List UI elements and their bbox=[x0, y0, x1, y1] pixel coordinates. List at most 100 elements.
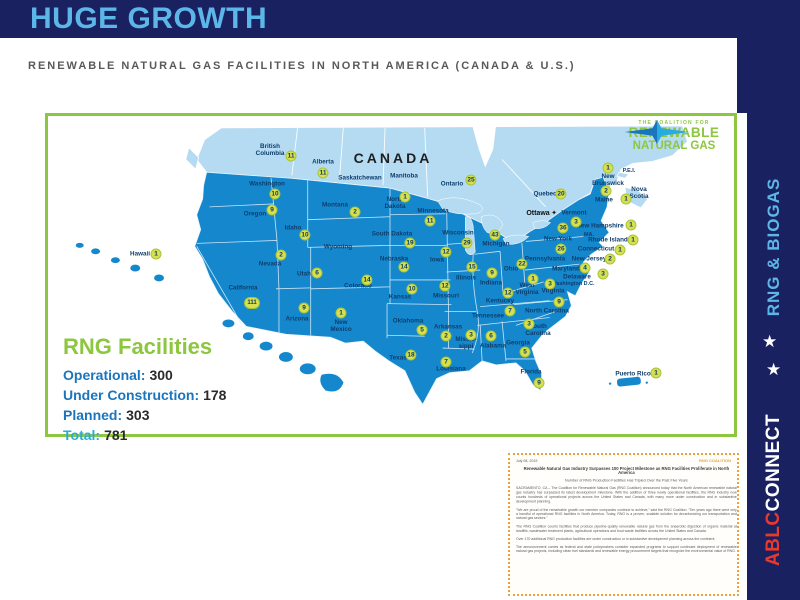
facility-count-badge: 1 bbox=[527, 273, 539, 285]
state-label: North Dakota bbox=[384, 195, 406, 210]
state-label: West Virginia bbox=[515, 281, 539, 296]
state-label: Nebraska bbox=[379, 255, 409, 263]
press-release-paragraph: SACRAMENTO, CA – The Coalition for Renew… bbox=[516, 486, 737, 504]
james-bay-shape bbox=[472, 125, 497, 168]
facility-count-badge: 26 bbox=[555, 243, 567, 255]
state-label: MA. bbox=[584, 231, 594, 238]
facility-count-badge: 4 bbox=[579, 262, 591, 274]
state-label: Florida bbox=[520, 368, 542, 376]
facility-count-badge: 12 bbox=[502, 287, 514, 299]
facility-count-badge: 29 bbox=[461, 237, 473, 249]
rng-facilities-legend: RNG Facilities Operational: 300 Under Con… bbox=[63, 334, 226, 445]
state-label: New Mexico bbox=[330, 318, 352, 333]
state-label: Nevada bbox=[258, 260, 282, 268]
facility-count-badge: 15 bbox=[466, 261, 478, 273]
press-release-body: July 08, 2019 Renewable Natural Gas Indu… bbox=[510, 455, 737, 563]
hawaii-islands bbox=[75, 242, 344, 392]
state-label: South Dakota bbox=[371, 230, 413, 238]
state-label: Puerto Rico bbox=[615, 370, 651, 378]
state-label: Colorado bbox=[344, 282, 372, 290]
state-label: Maryland bbox=[552, 265, 580, 273]
facility-count-badge: 12 bbox=[439, 280, 451, 292]
state-label: Missouri bbox=[433, 292, 459, 300]
logo-line-1: THE COALITION FOR bbox=[638, 120, 710, 126]
state-label: Iowa bbox=[430, 256, 444, 264]
state-label: British Columbia bbox=[255, 142, 285, 157]
press-release-date: July 08, 2019 bbox=[516, 459, 538, 464]
north-america-map bbox=[75, 125, 688, 406]
facility-count-badge: 6 bbox=[311, 267, 323, 279]
facility-count-badge: 7 bbox=[504, 305, 516, 317]
facility-count-badge: 10 bbox=[269, 188, 281, 200]
puerto-rico-island bbox=[608, 376, 648, 387]
canada-label: CANADA bbox=[353, 150, 433, 167]
state-label: New Hampshire bbox=[576, 222, 624, 230]
press-release-paragraphs: SACRAMENTO, CA – The Coalition for Renew… bbox=[516, 487, 737, 555]
press-release-paragraph: Over 170 additional RNG production facil… bbox=[516, 537, 716, 542]
facility-count-badge: 1 bbox=[650, 367, 662, 379]
facility-count-badge: 10 bbox=[299, 229, 311, 241]
facility-count-badge: 1 bbox=[620, 193, 632, 205]
facility-count-badge: 25 bbox=[465, 174, 477, 186]
facility-count-badge: 2 bbox=[604, 253, 616, 265]
facility-count-badge: 3 bbox=[544, 278, 556, 290]
state-label: California bbox=[228, 284, 258, 292]
facility-count-badge: 1 bbox=[335, 307, 347, 319]
state-label: Arkansas bbox=[433, 323, 463, 331]
star-icon: ★ bbox=[766, 360, 782, 379]
state-label: Nova Scotia bbox=[629, 185, 649, 200]
us-shape bbox=[194, 171, 610, 406]
facility-count-badge: 9 bbox=[533, 377, 545, 389]
legend-row-planned: Planned: 303 bbox=[63, 407, 150, 423]
state-label: North Carolina bbox=[525, 307, 569, 315]
facility-count-badge: 18 bbox=[405, 349, 417, 361]
facility-count-badge: 14 bbox=[398, 261, 410, 273]
state-label: Illinois bbox=[456, 274, 476, 282]
facility-count-badge: 3 bbox=[570, 216, 582, 228]
facility-count-badge: 3 bbox=[465, 329, 477, 341]
brand-ablc: ABLC bbox=[763, 511, 784, 567]
state-label: Vermont bbox=[561, 209, 587, 217]
state-label: Washington D.C. bbox=[551, 280, 595, 287]
state-label: New Jersey bbox=[571, 255, 607, 263]
facility-count-badge: 2 bbox=[600, 185, 612, 197]
state-label: Saskatchewan bbox=[338, 174, 382, 182]
header-bar: HUGE GROWTH bbox=[0, 0, 800, 38]
state-label: Manitoba bbox=[390, 172, 418, 180]
facility-count-badge: 5 bbox=[416, 324, 428, 336]
facility-count-badge: 19 bbox=[404, 237, 416, 249]
press-release-paragraph: The announcement comes as federal and st… bbox=[516, 545, 737, 554]
facility-count-badge: 9 bbox=[266, 204, 278, 216]
state-label: South Carolina bbox=[525, 322, 551, 337]
legend-row-total: Total: 781 bbox=[63, 427, 128, 443]
facility-count-badge: 3 bbox=[523, 318, 535, 330]
rng-coalition-logo: THE COALITION FOR RENEWABLE NATURAL GAS bbox=[622, 120, 726, 152]
facility-count-badge: 14 bbox=[361, 274, 373, 286]
state-label: Oregon bbox=[243, 210, 267, 218]
facility-count-badge: 22 bbox=[516, 258, 528, 270]
facility-count-badge: 111 bbox=[244, 297, 260, 309]
slide-heading: RENEWABLE NATURAL GAS FACILITIES IN NORT… bbox=[28, 60, 576, 72]
facility-count-badge: 1 bbox=[150, 248, 162, 260]
state-label: Maine bbox=[595, 196, 613, 204]
state-label: Louisiana bbox=[436, 365, 466, 373]
state-label: Rhode Island bbox=[588, 236, 628, 244]
facility-count-badge: 2 bbox=[349, 206, 361, 218]
state-label: Washington bbox=[249, 180, 285, 188]
facility-count-badge: 11 bbox=[285, 150, 297, 162]
right-sidebar bbox=[747, 0, 800, 600]
state-label: Wyoming bbox=[323, 243, 353, 251]
facility-count-badge: 20 bbox=[555, 188, 567, 200]
state-label: Kansas bbox=[388, 293, 412, 301]
vancouver-island-shape bbox=[185, 146, 200, 171]
state-label: Ontario bbox=[440, 180, 464, 188]
state-label: Pennsylvania bbox=[524, 255, 566, 263]
state-label: Quebec bbox=[533, 190, 557, 198]
state-label: Utah bbox=[297, 270, 311, 278]
facility-count-badge: 1 bbox=[614, 244, 626, 256]
facility-count-badge: 1 bbox=[627, 234, 639, 246]
sidebar-ablcconnect-label: ABLCCONNECT bbox=[762, 380, 786, 600]
state-label: Minnesota bbox=[417, 207, 449, 215]
state-label: P.E.I. bbox=[622, 167, 636, 174]
